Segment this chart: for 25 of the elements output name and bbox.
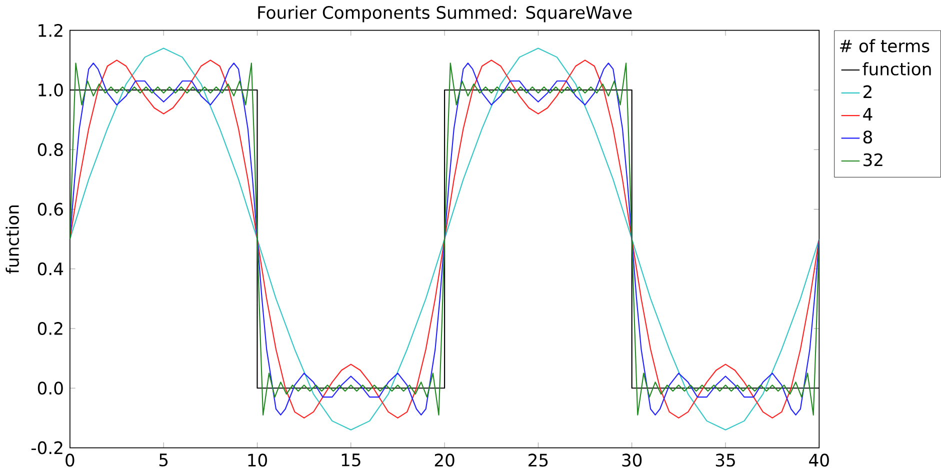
legend-label: 8 bbox=[863, 130, 872, 144]
y-tick-label: 0.4 bbox=[38, 262, 64, 276]
x-tick-label: 15 bbox=[342, 454, 360, 466]
y-tick-label: 0.0 bbox=[38, 381, 63, 394]
x-tick-label: 25 bbox=[528, 454, 548, 466]
x-tick-label: 30 bbox=[622, 454, 642, 466]
x-tick-label: 10 bbox=[248, 454, 267, 466]
chart-title: Fourier Components Summed: SquareWave bbox=[258, 6, 632, 22]
legend-label: function bbox=[862, 62, 931, 76]
y-tick-label: 1.2 bbox=[38, 24, 62, 37]
legend-label: 4 bbox=[863, 108, 872, 120]
y-tick-label: 0.6 bbox=[38, 202, 63, 216]
x-tick-label: 5 bbox=[159, 454, 168, 466]
y-tick-label: 0.8 bbox=[38, 142, 63, 156]
x-tick-label: 20 bbox=[434, 454, 454, 466]
legend-title: # of terms bbox=[840, 38, 930, 52]
legend-label: 2 bbox=[864, 85, 872, 98]
x-tick-label: 40 bbox=[809, 454, 829, 466]
x-tick-label: 35 bbox=[716, 454, 735, 466]
y-tick-label: -0.2 bbox=[31, 441, 62, 454]
y-tick-label: 1.0 bbox=[38, 83, 63, 96]
x-tick-label: 0 bbox=[66, 454, 74, 466]
y-axis-title: function bbox=[6, 205, 19, 274]
legend-label: 32 bbox=[864, 153, 882, 166]
y-tick-label: 0.2 bbox=[38, 322, 62, 335]
